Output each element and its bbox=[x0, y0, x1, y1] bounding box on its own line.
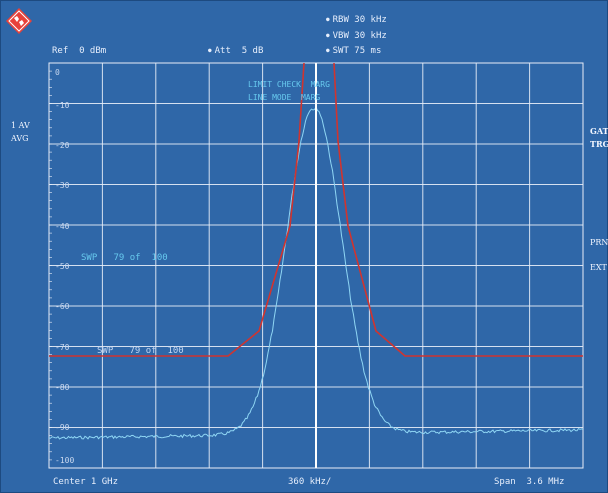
y-tick-label: -10 bbox=[55, 101, 70, 110]
limit-line bbox=[49, 62, 305, 357]
y-tick-label: -100 bbox=[55, 456, 75, 465]
y-tick-label: -50 bbox=[55, 262, 70, 271]
y-tick-label: -30 bbox=[55, 181, 70, 190]
swt-readout: SWT 75 ms bbox=[326, 46, 382, 57]
y-tick-label: -20 bbox=[55, 141, 70, 150]
y-tick-label: 0 bbox=[55, 68, 60, 77]
y-tick-label: -40 bbox=[55, 222, 70, 231]
span-readout: Span 3.6 MHz bbox=[494, 477, 565, 487]
external-label: EXT bbox=[590, 263, 607, 272]
y-tick-label: -90 bbox=[55, 423, 70, 432]
vbw-readout: VBW 30 kHz bbox=[326, 31, 387, 42]
attenuation-readout: Att 5 dB bbox=[208, 46, 264, 57]
trace-mode-label: AVG bbox=[11, 134, 29, 143]
center-frequency-readout: Center 1 GHz bbox=[53, 477, 119, 487]
print-label: PRN bbox=[590, 238, 608, 247]
sweep-count-overlay-ghost: SWP 79 of 100 bbox=[97, 346, 184, 356]
sweep-count-overlay: SWP 79 of 100 bbox=[81, 253, 168, 263]
frequency-per-division-readout: 360 kHz/ bbox=[288, 477, 332, 487]
ref-level-readout: Ref 0 dBm bbox=[52, 46, 107, 56]
y-tick-label: -70 bbox=[55, 343, 70, 352]
trace-label: 1 AV bbox=[11, 121, 30, 130]
limit-line-right bbox=[333, 62, 583, 357]
line-mode-overlay: LINE MODE MARG bbox=[248, 93, 321, 102]
rbw-readout: RBW 30 kHz bbox=[326, 15, 387, 26]
y-tick-label: -80 bbox=[55, 383, 70, 392]
y-tick-label: -60 bbox=[55, 302, 70, 311]
limit-check-overlay: LIMIT CHECK MARG bbox=[248, 80, 330, 89]
trigger-label: TRG bbox=[590, 139, 608, 149]
rohde-schwarz-logo bbox=[6, 8, 32, 34]
gate-label: GAT bbox=[590, 126, 608, 136]
